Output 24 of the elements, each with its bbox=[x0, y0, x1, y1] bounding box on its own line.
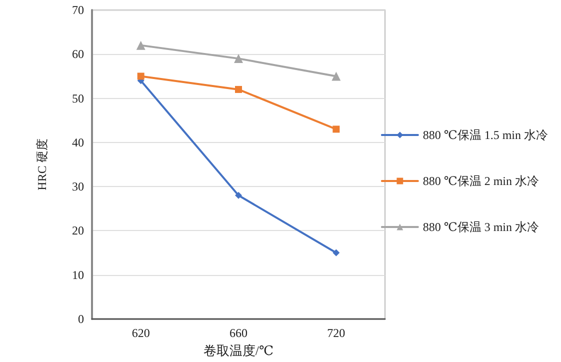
x-axis-title: 卷取温度/℃ bbox=[203, 343, 274, 358]
y-tick-label: 0 bbox=[78, 312, 84, 326]
point bbox=[235, 192, 242, 199]
y-tick-label: 10 bbox=[72, 268, 84, 282]
y-axis-title: HRC 硬度 bbox=[35, 138, 49, 190]
point bbox=[137, 72, 144, 80]
point bbox=[332, 126, 340, 133]
legend-label: 880 ℃保温 3 min 水冷 bbox=[422, 220, 539, 234]
point bbox=[136, 40, 146, 50]
point bbox=[332, 249, 340, 256]
legend-label: 880 ℃保温 2 min 水冷 bbox=[422, 174, 539, 188]
y-tick-label: 20 bbox=[72, 224, 84, 238]
legend-label: 880 ℃保温 1.5 min 水冷 bbox=[422, 128, 548, 142]
point bbox=[235, 86, 242, 93]
y-tick-label: 30 bbox=[72, 180, 84, 194]
point bbox=[332, 72, 341, 81]
point bbox=[234, 54, 243, 64]
x-tick-label: 620 bbox=[132, 326, 150, 340]
y-tick-label: 40 bbox=[72, 135, 84, 150]
x-tick-label: 720 bbox=[327, 326, 346, 340]
y-tick-label: 60 bbox=[72, 47, 84, 62]
y-tick-label: 70 bbox=[72, 3, 84, 17]
y-tick-label: 50 bbox=[72, 91, 84, 106]
x-tick-label: 660 bbox=[230, 326, 248, 340]
